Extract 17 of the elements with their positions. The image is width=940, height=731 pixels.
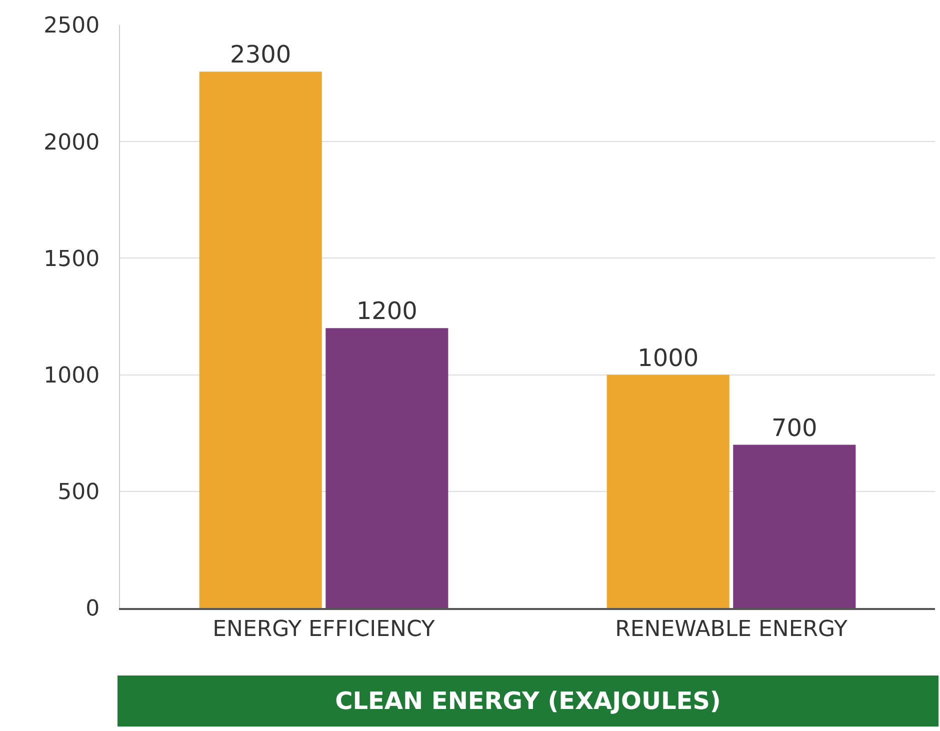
bar <box>326 328 448 608</box>
data-label: 1000 <box>638 344 699 372</box>
y-tick-label: 2500 <box>44 14 100 39</box>
x-axis-title: CLEAN ENERGY (EXAJOULES) <box>335 687 721 715</box>
data-label: 1200 <box>356 297 418 326</box>
data-label: 2300 <box>230 40 292 69</box>
y-tick-label: 0 <box>86 596 100 622</box>
data-label: 700 <box>772 414 818 442</box>
bar <box>733 444 856 608</box>
y-tick-label: 500 <box>58 480 100 506</box>
bar <box>199 72 322 608</box>
bar <box>606 374 730 608</box>
y-tick-label: 1000 <box>44 364 100 388</box>
x-tick-label: RENEWABLE ENERGY <box>615 617 848 642</box>
y-tick-label: 1500 <box>44 246 100 272</box>
y-tick-label: 2000 <box>44 130 100 156</box>
x-tick-label: ENERGY EFFICIENCY <box>212 617 436 642</box>
